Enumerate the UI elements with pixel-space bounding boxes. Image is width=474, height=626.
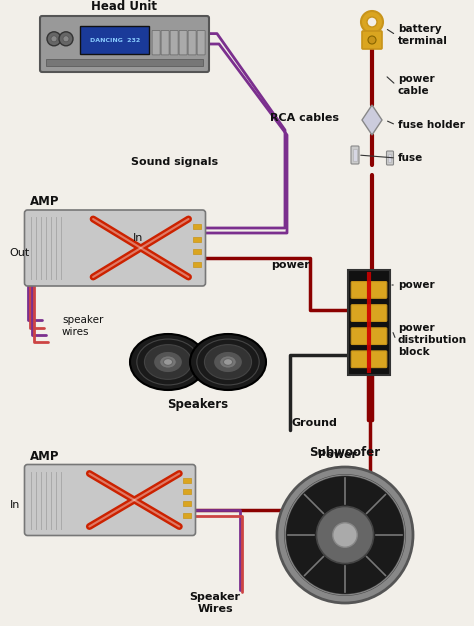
- FancyBboxPatch shape: [183, 489, 191, 494]
- FancyBboxPatch shape: [179, 31, 187, 55]
- FancyBboxPatch shape: [193, 262, 201, 267]
- FancyBboxPatch shape: [46, 59, 203, 66]
- Text: In: In: [9, 500, 20, 510]
- Circle shape: [367, 17, 377, 27]
- FancyBboxPatch shape: [193, 224, 201, 229]
- FancyBboxPatch shape: [193, 237, 201, 242]
- FancyBboxPatch shape: [351, 146, 359, 164]
- Ellipse shape: [214, 351, 242, 372]
- Circle shape: [368, 36, 376, 44]
- Text: Out: Out: [9, 248, 30, 258]
- Ellipse shape: [154, 351, 182, 372]
- Ellipse shape: [190, 334, 266, 390]
- FancyBboxPatch shape: [170, 31, 178, 55]
- Ellipse shape: [204, 345, 252, 379]
- Text: DANCING  232: DANCING 232: [90, 38, 140, 43]
- Circle shape: [47, 32, 61, 46]
- Text: Speakers: Speakers: [167, 398, 228, 411]
- FancyBboxPatch shape: [193, 249, 201, 254]
- FancyBboxPatch shape: [183, 478, 191, 483]
- Text: power: power: [398, 280, 435, 290]
- Circle shape: [63, 36, 69, 42]
- Circle shape: [285, 475, 405, 595]
- FancyBboxPatch shape: [25, 464, 195, 535]
- FancyBboxPatch shape: [80, 26, 149, 54]
- FancyBboxPatch shape: [40, 16, 209, 72]
- Ellipse shape: [219, 356, 237, 368]
- FancyBboxPatch shape: [362, 31, 382, 49]
- FancyBboxPatch shape: [161, 31, 169, 55]
- Polygon shape: [362, 105, 382, 135]
- FancyBboxPatch shape: [348, 270, 390, 375]
- Text: RCA cables: RCA cables: [270, 113, 339, 123]
- Circle shape: [361, 11, 383, 33]
- Circle shape: [277, 467, 413, 603]
- FancyBboxPatch shape: [152, 31, 160, 55]
- Circle shape: [59, 32, 73, 46]
- FancyBboxPatch shape: [351, 282, 387, 299]
- Text: speaker
wires: speaker wires: [62, 315, 103, 337]
- FancyBboxPatch shape: [197, 31, 205, 55]
- Text: Ground: Ground: [292, 418, 338, 428]
- Text: fuse holder: fuse holder: [398, 120, 465, 130]
- Text: AMP: AMP: [29, 195, 59, 208]
- Circle shape: [317, 506, 374, 563]
- Text: power
distribution
block: power distribution block: [398, 324, 467, 357]
- FancyBboxPatch shape: [351, 328, 387, 344]
- Text: Subwoofer: Subwoofer: [310, 446, 381, 459]
- Ellipse shape: [160, 356, 176, 368]
- Text: In: In: [133, 233, 143, 243]
- Circle shape: [51, 36, 57, 42]
- Text: Speaker
Wires: Speaker Wires: [190, 592, 240, 613]
- FancyBboxPatch shape: [353, 149, 357, 161]
- Ellipse shape: [145, 345, 191, 379]
- FancyBboxPatch shape: [183, 501, 191, 506]
- Text: Head Unit: Head Unit: [91, 0, 157, 13]
- Ellipse shape: [164, 359, 173, 366]
- Text: battery
terminal: battery terminal: [398, 24, 448, 46]
- Text: power
cable: power cable: [398, 74, 435, 96]
- Circle shape: [333, 523, 357, 547]
- FancyBboxPatch shape: [389, 154, 392, 162]
- Text: AMP: AMP: [29, 449, 59, 463]
- Text: Sound signals: Sound signals: [131, 157, 219, 167]
- Text: fuse: fuse: [398, 153, 423, 163]
- FancyBboxPatch shape: [351, 305, 387, 321]
- Ellipse shape: [223, 359, 233, 366]
- FancyBboxPatch shape: [183, 513, 191, 518]
- FancyBboxPatch shape: [351, 351, 387, 367]
- Text: Power: Power: [318, 450, 357, 460]
- FancyBboxPatch shape: [386, 151, 393, 165]
- Ellipse shape: [130, 334, 206, 390]
- Text: power: power: [271, 260, 310, 270]
- FancyBboxPatch shape: [188, 31, 196, 55]
- FancyBboxPatch shape: [25, 210, 206, 286]
